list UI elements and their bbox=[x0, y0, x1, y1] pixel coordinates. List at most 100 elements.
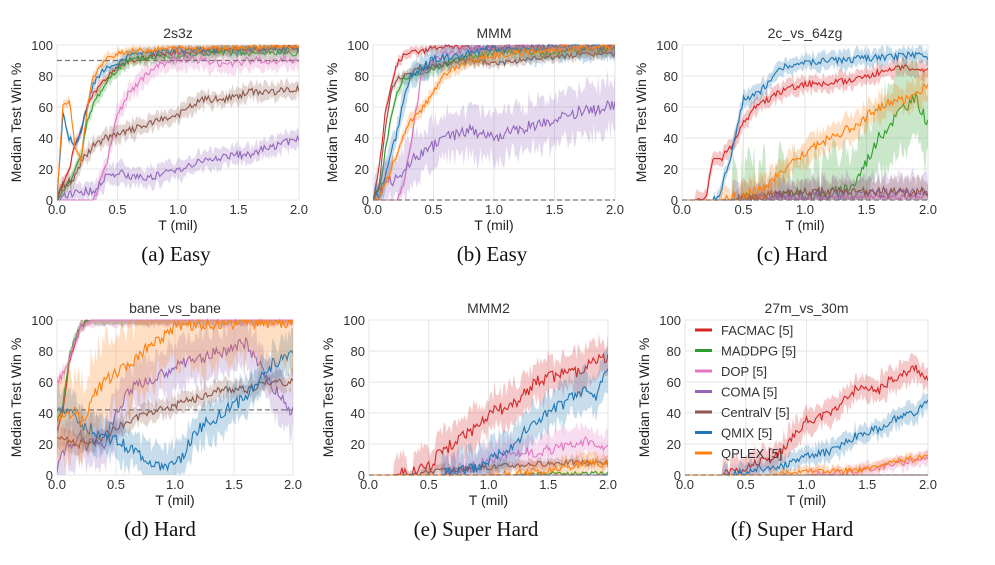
x-tick-label: 1.0 bbox=[485, 202, 503, 217]
x-axis-label: T (mil) bbox=[787, 492, 826, 508]
chart-title: bane_vs_bane bbox=[129, 300, 221, 316]
series-band-qmix bbox=[685, 391, 928, 475]
chart-title: 2s3z bbox=[163, 25, 193, 41]
series-band-maddpg bbox=[682, 47, 928, 200]
series-band-coma bbox=[373, 68, 615, 200]
y-tick-label: 40 bbox=[355, 131, 369, 146]
legend-label: MADDPG [5] bbox=[721, 344, 796, 359]
series-line-qplex bbox=[57, 318, 293, 426]
chart-title: MMM2 bbox=[467, 300, 510, 316]
y-axis-label: Median Test Win % bbox=[636, 338, 652, 458]
y-tick-label: 20 bbox=[664, 162, 678, 177]
y-tick-label: 40 bbox=[39, 406, 53, 421]
y-tick-label: 60 bbox=[39, 375, 53, 390]
legend-label: FACMAC [5] bbox=[721, 323, 793, 338]
y-tick-label: 20 bbox=[351, 437, 365, 452]
x-tick-label: 2.0 bbox=[290, 202, 308, 217]
series-line-facmac bbox=[682, 64, 928, 201]
caption-mmm: (b) Easy bbox=[456, 242, 528, 266]
legend-label: CentralV [5] bbox=[721, 405, 790, 420]
series-band-qplex bbox=[57, 320, 293, 471]
x-axis-label: T (mil) bbox=[469, 492, 508, 508]
x-tick-label: 1.5 bbox=[858, 477, 876, 492]
y-tick-label: 100 bbox=[31, 38, 53, 53]
series-line-dop bbox=[57, 319, 293, 384]
x-tick-label: 2.0 bbox=[599, 477, 617, 492]
x-tick-label: 1.0 bbox=[797, 477, 815, 492]
y-tick-label: 0 bbox=[671, 193, 678, 208]
legend-label: QPLEX [5] bbox=[721, 446, 782, 461]
y-axis-label: Median Test Win % bbox=[8, 338, 24, 458]
series-line-dop bbox=[57, 53, 299, 201]
series-band-coma bbox=[57, 320, 293, 475]
x-tick-label: 2.0 bbox=[284, 477, 302, 492]
caption-mmm2: (e) Super Hard bbox=[413, 517, 539, 541]
chart-bane-vs-bane: 0 20 40 60 80 100 0.0 0.5 1.0 1.5 2.0 bane_vs_bane T… bbox=[8, 300, 302, 508]
y-tick-label: 80 bbox=[667, 344, 681, 359]
y-tick-label: 80 bbox=[351, 344, 365, 359]
panel-mmm: 0 20 40 60 80 100 0.0 0.5 1.0 1.5 2.0 MMM T (mil) Med… bbox=[316, 10, 646, 280]
x-tick-label: 0.5 bbox=[737, 477, 755, 492]
y-tick-label: 100 bbox=[347, 38, 369, 53]
series-band-facmac bbox=[57, 320, 293, 434]
series-line-coma bbox=[57, 134, 299, 201]
series-band-facmac bbox=[685, 352, 928, 475]
x-tick-label: 0.0 bbox=[364, 202, 382, 217]
y-tick-label: 0 bbox=[358, 468, 365, 483]
y-tick-label: 20 bbox=[355, 162, 369, 177]
series-line-qmix bbox=[682, 50, 928, 202]
series-line-qmix bbox=[57, 349, 293, 472]
x-tick-label: 0.0 bbox=[676, 477, 694, 492]
series-band-qmix bbox=[682, 45, 928, 200]
series-line-coma bbox=[57, 337, 293, 473]
y-tick-label: 0 bbox=[46, 193, 53, 208]
y-tick-label: 40 bbox=[39, 131, 53, 146]
x-tick-label: 1.0 bbox=[169, 202, 187, 217]
y-tick-label: 100 bbox=[343, 313, 365, 328]
chart-title: MMM bbox=[477, 25, 512, 41]
caption-2c-vs-64zg: (c) Hard bbox=[756, 242, 828, 266]
legend-label: COMA [5] bbox=[721, 385, 777, 400]
y-axis-label: Median Test Win % bbox=[320, 338, 336, 458]
series-band-qmix bbox=[373, 45, 615, 200]
x-tick-label: 0.0 bbox=[48, 202, 66, 217]
legend-label: DOP [5] bbox=[721, 364, 767, 379]
x-tick-label: 0.5 bbox=[107, 477, 125, 492]
x-axis-label: T (mil) bbox=[474, 217, 513, 233]
series-band-centralv bbox=[57, 77, 299, 200]
chart-title: 27m_vs_30m bbox=[764, 300, 848, 316]
y-tick-label: 40 bbox=[664, 131, 678, 146]
chart-title: 2c_vs_64zg bbox=[768, 25, 843, 41]
y-tick-label: 100 bbox=[659, 313, 681, 328]
series-band-qplex bbox=[369, 449, 608, 475]
series-line-facmac bbox=[57, 44, 299, 201]
y-axis-label: Median Test Win % bbox=[633, 63, 649, 183]
x-tick-label: 0.5 bbox=[108, 202, 126, 217]
y-tick-label: 0 bbox=[362, 193, 369, 208]
y-tick-label: 0 bbox=[46, 468, 53, 483]
caption-2s3z: (a) Easy bbox=[141, 242, 211, 266]
series-band-qmix bbox=[369, 344, 608, 475]
series-band-dop bbox=[685, 448, 928, 475]
series-line-qmix bbox=[373, 43, 615, 201]
x-tick-label: 1.5 bbox=[545, 202, 563, 217]
x-tick-label: 0.0 bbox=[360, 477, 378, 492]
x-tick-label: 2.0 bbox=[919, 202, 937, 217]
y-tick-label: 100 bbox=[31, 313, 53, 328]
x-tick-label: 0.5 bbox=[734, 202, 752, 217]
x-tick-label: 0.0 bbox=[48, 477, 66, 492]
y-tick-label: 60 bbox=[667, 375, 681, 390]
y-tick-label: 100 bbox=[656, 38, 678, 53]
y-tick-label: 60 bbox=[355, 100, 369, 115]
caption-bane-vs-bane: (d) Hard bbox=[124, 517, 196, 541]
y-axis-label: Median Test Win % bbox=[8, 63, 24, 183]
panel-27m-vs-30m: 0 20 40 60 80 100 0.0 0.5 1.0 1.5 2.0 27m_vs_30m T (… bbox=[632, 285, 962, 555]
y-tick-label: 40 bbox=[667, 406, 681, 421]
series-line-centralv bbox=[57, 84, 299, 201]
y-tick-label: 40 bbox=[351, 406, 365, 421]
chart-mmm2: 0 20 40 60 80 100 0.0 0.5 1.0 1.5 2.0 MMM2 T (mil) Me… bbox=[320, 300, 617, 508]
series-line-qplex bbox=[373, 43, 615, 201]
x-tick-label: 1.0 bbox=[796, 202, 814, 217]
y-tick-label: 20 bbox=[39, 162, 53, 177]
caption-27m-vs-30m: (f) Super Hard bbox=[730, 517, 854, 541]
